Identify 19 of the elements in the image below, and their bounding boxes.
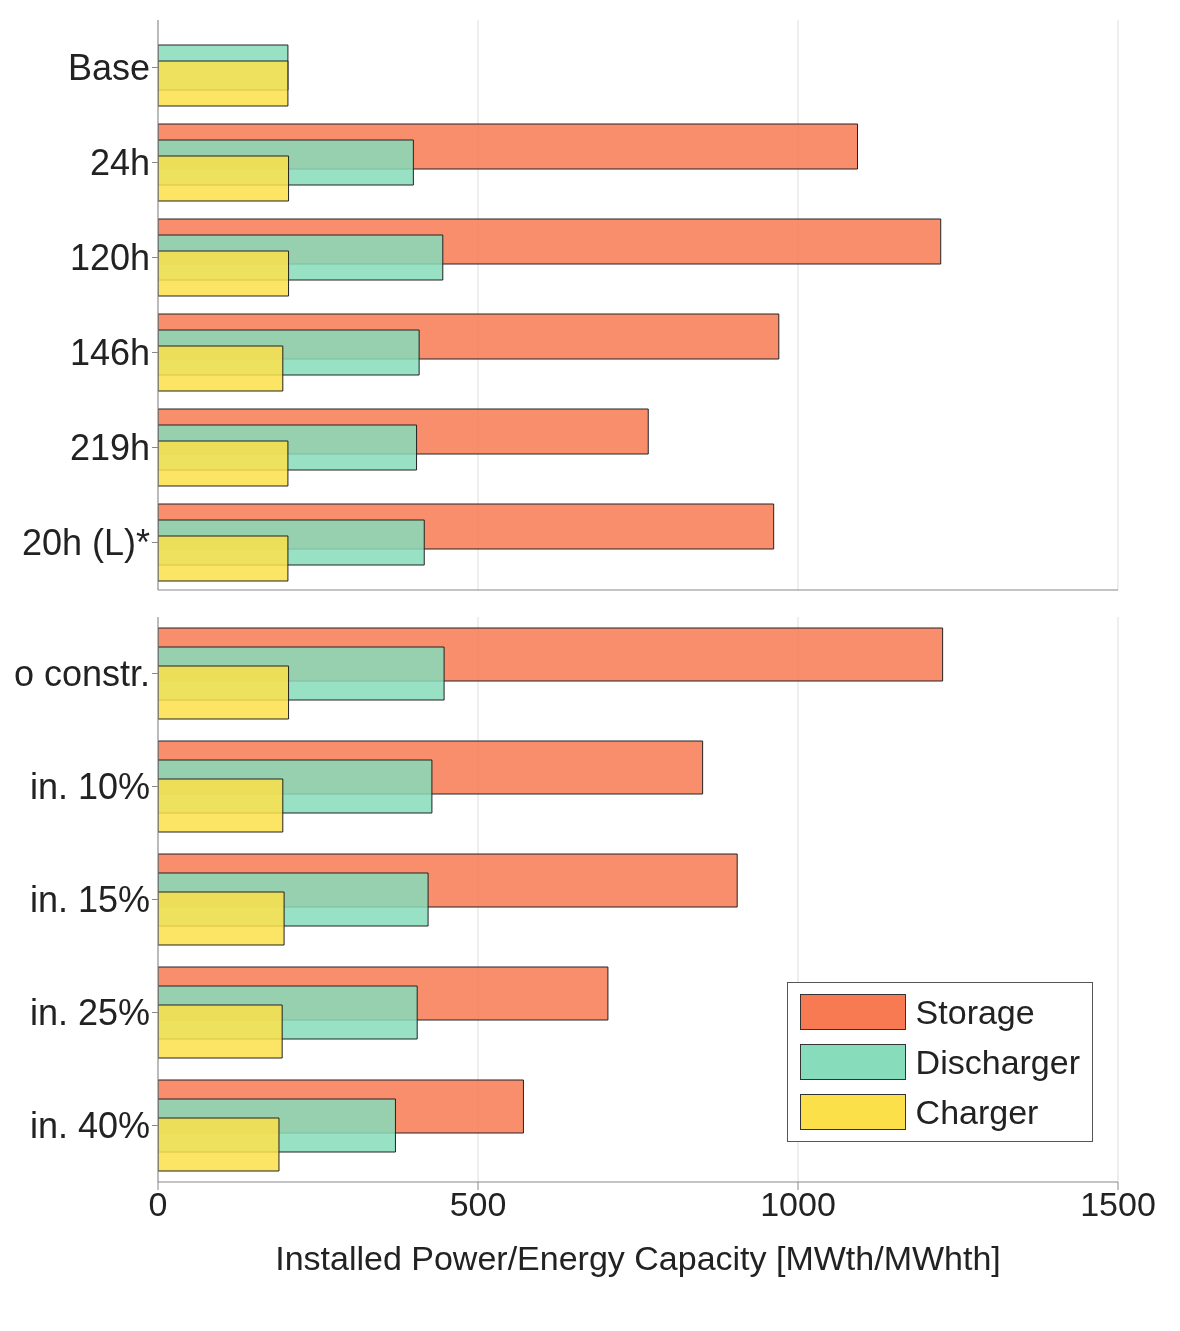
y-tick-label: 120h [69,237,150,279]
x-axis-title: Installed Power/Energy Capacity [MWth/MWhth] [275,1239,1001,1277]
x-tick-label: 1500 [1080,1185,1156,1224]
legend-label: Storage [914,992,1036,1033]
y-tick-label: 24h [89,142,150,184]
y-tick-label: o constr. [13,653,150,695]
y-tick-label: in. 40% [29,1105,150,1147]
y-tick-label: Base [67,47,150,89]
y-tick-label: in. 25% [29,992,150,1034]
y-tick-label: in. 10% [29,766,150,808]
legend-label: Discharger [914,1042,1080,1083]
y-tick-label: 20h (L)* [21,522,150,564]
y-tick-label: in. 15% [29,879,150,921]
x-tick-label: 1000 [760,1185,836,1224]
x-tick-label: 0 [148,1185,168,1224]
legend-label: Charger [914,1092,1040,1133]
y-tick-label: 146h [69,332,150,374]
y-tick-label: 219h [69,427,150,469]
x-tick-label: 500 [449,1185,507,1224]
